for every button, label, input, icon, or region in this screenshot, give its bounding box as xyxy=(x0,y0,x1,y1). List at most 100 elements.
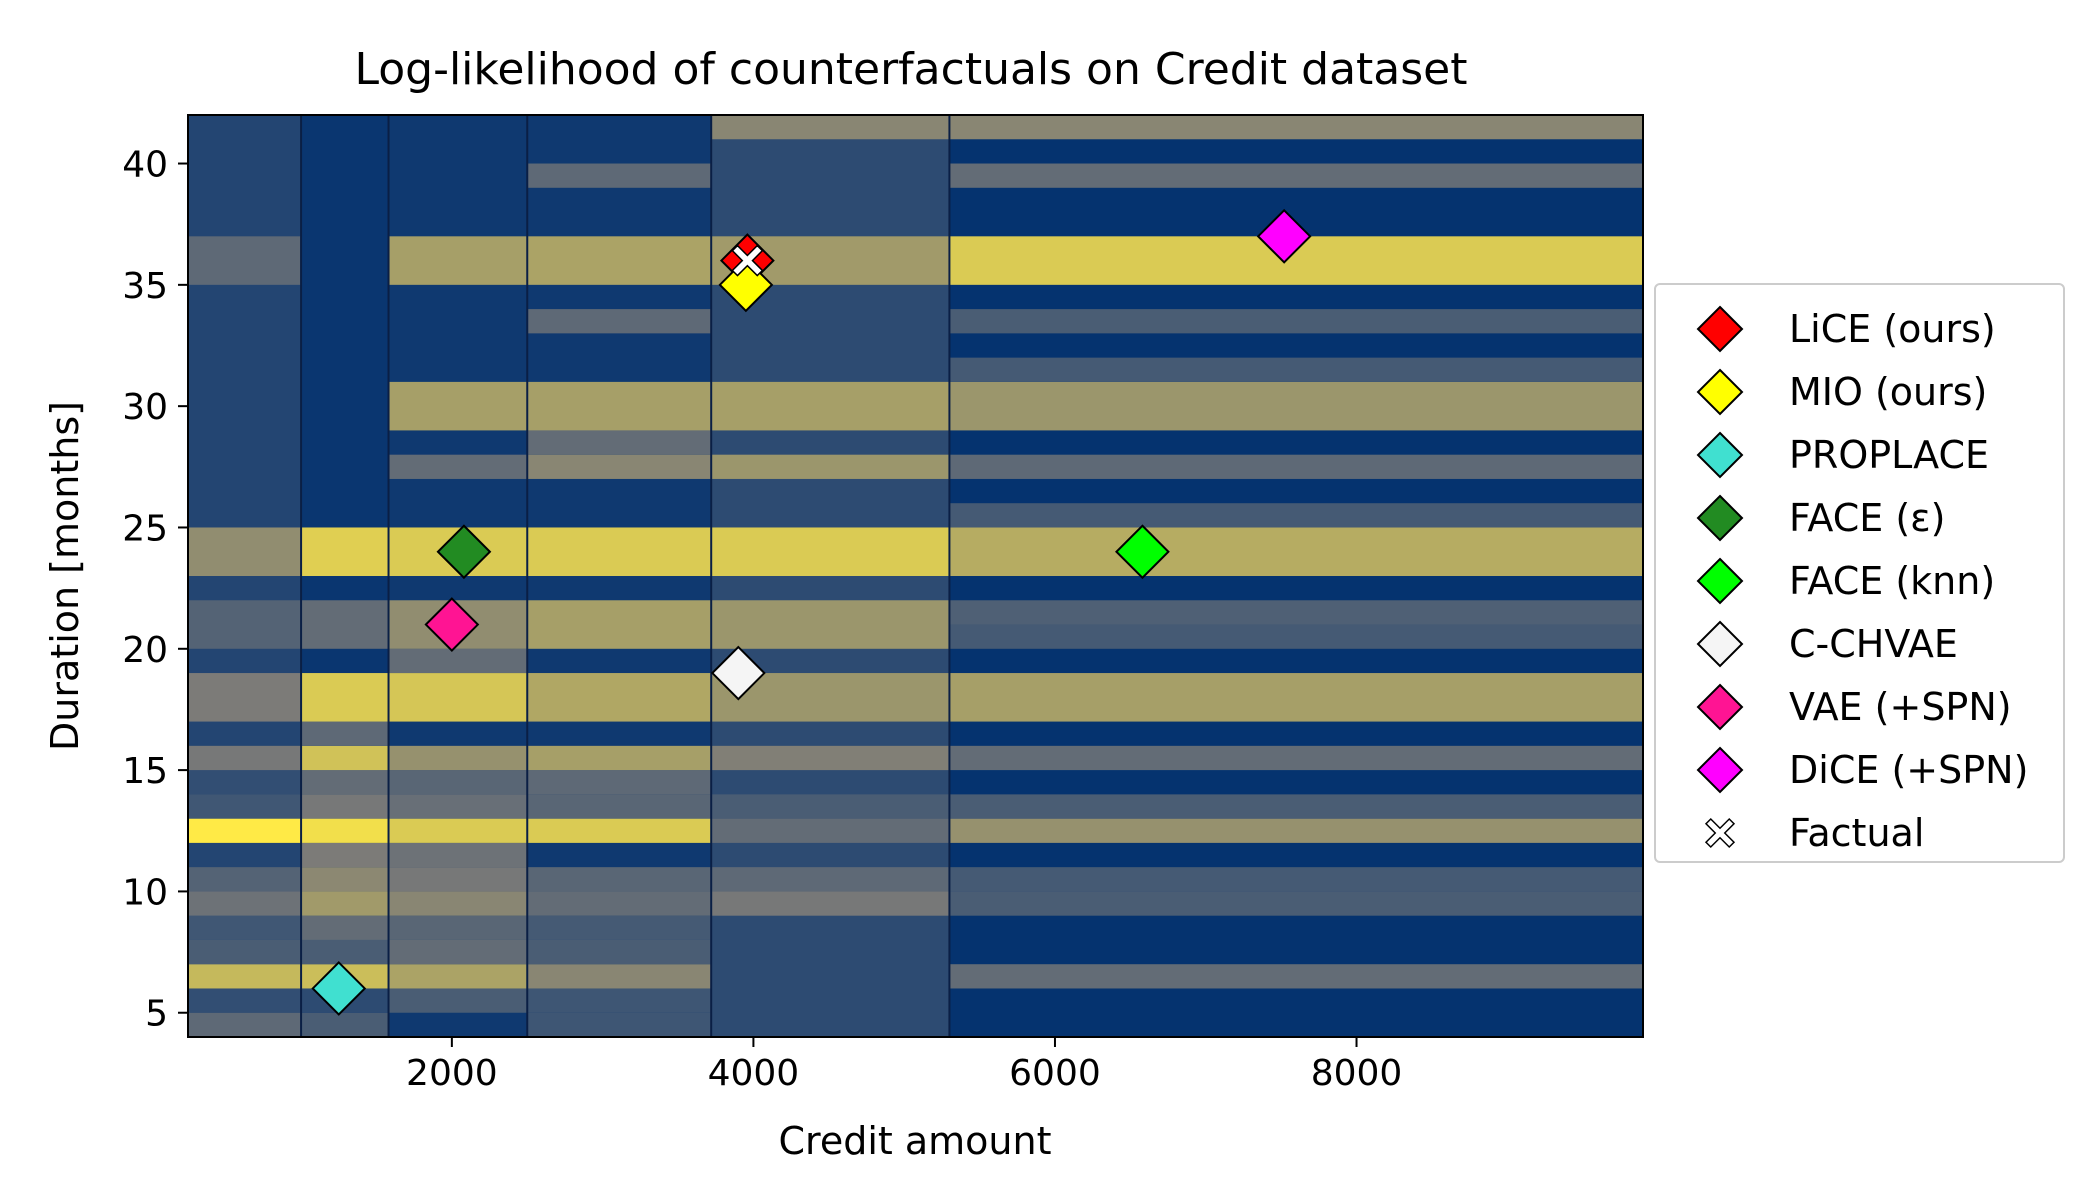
y-tick-label: 15 xyxy=(122,751,168,792)
heatmap-cell xyxy=(527,818,712,843)
heatmap-cell xyxy=(188,891,302,916)
heatmap-cell xyxy=(949,964,1643,989)
heatmap-cell xyxy=(949,794,1643,819)
heatmap-cell xyxy=(301,721,389,746)
y-tick-label: 40 xyxy=(122,145,168,186)
axes: 2000 4000 6000 8000 5 10 15 20 25 30 35 40 xyxy=(122,145,1402,1094)
heatmap-cell xyxy=(301,939,389,965)
y-axis-label: Duration [months] xyxy=(43,401,87,751)
markers xyxy=(311,208,1312,1016)
heatmap-cell xyxy=(527,163,712,188)
heatmap-cell xyxy=(711,794,950,819)
heatmap-cell xyxy=(711,527,950,576)
legend-label: FACE (ε) xyxy=(1789,496,1946,540)
x-tick-label: 8000 xyxy=(1311,1053,1403,1094)
legend-marker-icon xyxy=(1696,683,1744,731)
heatmap-cell xyxy=(949,818,1643,843)
legend: LiCE (ours) MIO (ours) PROPLACE FACE (ε) FAC… xyxy=(1654,283,2065,863)
legend-item-dice-spn: DiCE (+SPN) xyxy=(1656,740,2063,800)
heatmap-cell xyxy=(711,381,950,431)
heatmap-cell xyxy=(388,988,528,1013)
heatmap-cell xyxy=(388,648,528,674)
legend-label: VAE (+SPN) xyxy=(1789,685,2012,729)
heatmap-cell xyxy=(711,891,950,916)
heatmap-cell xyxy=(188,867,302,892)
heatmap-cell xyxy=(301,600,389,649)
heatmap-cell xyxy=(711,115,950,140)
legend-marker-icon xyxy=(1696,305,1744,353)
heatmap-cell xyxy=(388,673,528,722)
heatmap-cell xyxy=(711,867,950,892)
legend-label: MIO (ours) xyxy=(1789,370,1988,414)
heatmap-cell xyxy=(188,964,302,989)
legend-item-lice-ours: LiCE (ours) xyxy=(1656,299,2063,359)
heatmap-cell xyxy=(301,818,389,843)
chart-title: Log-likelihood of counterfactuals on Cre… xyxy=(354,44,1467,95)
legend-label: LiCE (ours) xyxy=(1789,307,1996,351)
marker-face-knn xyxy=(1115,524,1170,580)
legend-marker-icon xyxy=(1704,817,1736,849)
marker-factual xyxy=(731,244,764,277)
heatmap-cell xyxy=(949,381,1643,431)
heatmap-cell xyxy=(949,503,1643,528)
heatmap-cell xyxy=(949,454,1643,479)
heatmap-cell xyxy=(527,454,712,479)
heatmap-cell xyxy=(301,770,389,795)
heatmap-cell xyxy=(527,867,712,892)
legend-marker-icon xyxy=(1696,431,1744,479)
heatmap-cell xyxy=(949,624,1643,649)
heatmap-cell xyxy=(388,939,528,965)
heatmap-cell xyxy=(388,454,528,479)
heatmap-cell xyxy=(301,1012,389,1037)
y-tick-label: 20 xyxy=(122,630,168,671)
legend-label: FACE (knn) xyxy=(1789,559,1996,603)
heatmap-cell xyxy=(527,236,712,285)
heatmap-cell xyxy=(949,673,1643,722)
y-tick-label: 10 xyxy=(122,872,168,913)
heatmap xyxy=(188,115,1643,1037)
heatmap-cell xyxy=(527,915,712,940)
heatmap-cell xyxy=(301,527,389,576)
heatmap-cell xyxy=(301,867,389,892)
heatmap-cell xyxy=(949,600,1643,625)
marker-proplace xyxy=(311,961,367,1016)
marker-face xyxy=(436,524,492,580)
heatmap-cell xyxy=(711,454,950,479)
heatmap-cell xyxy=(301,673,389,722)
heatmap-cell xyxy=(949,867,1643,892)
heatmap-cell xyxy=(949,115,1643,140)
heatmap-cell xyxy=(711,818,950,843)
heatmap-cell xyxy=(188,794,302,819)
heatmap-cell xyxy=(301,891,389,916)
heatmap-cell xyxy=(527,1012,712,1037)
legend-item-face-knn: FACE (knn) xyxy=(1656,551,2063,611)
y-tick-label: 35 xyxy=(122,266,168,307)
heatmap-cell xyxy=(711,745,950,771)
heatmap-cell xyxy=(188,527,302,576)
heatmap-cell xyxy=(388,964,528,989)
legend-item-factual: Factual xyxy=(1656,803,2063,863)
heatmap-cell xyxy=(527,988,712,1013)
heatmap-cell xyxy=(188,236,302,285)
marker-c-chvae xyxy=(710,645,766,701)
heatmap-cell xyxy=(527,600,712,649)
y-tick-label: 30 xyxy=(122,387,168,428)
legend-marker-icon xyxy=(1696,368,1744,416)
plot-frame xyxy=(187,114,1644,1038)
legend-marker-icon xyxy=(1696,557,1744,605)
heatmap-cell xyxy=(527,309,712,334)
heatmap-cell xyxy=(188,600,302,649)
legend-item-proplace: PROPLACE xyxy=(1656,425,2063,485)
x-axis-label: Credit amount xyxy=(779,1119,1052,1163)
heatmap-cell xyxy=(188,745,302,771)
heatmap-cell xyxy=(527,794,712,819)
heatmap-cell xyxy=(388,381,528,431)
heatmap-cell xyxy=(388,745,528,771)
heatmap-cell xyxy=(527,381,712,431)
y-tick-label: 5 xyxy=(145,994,168,1035)
heatmap-cell xyxy=(301,745,389,771)
heatmap-cell xyxy=(388,867,528,892)
legend-marker-icon xyxy=(1696,746,1744,794)
heatmap-cell xyxy=(527,939,712,965)
